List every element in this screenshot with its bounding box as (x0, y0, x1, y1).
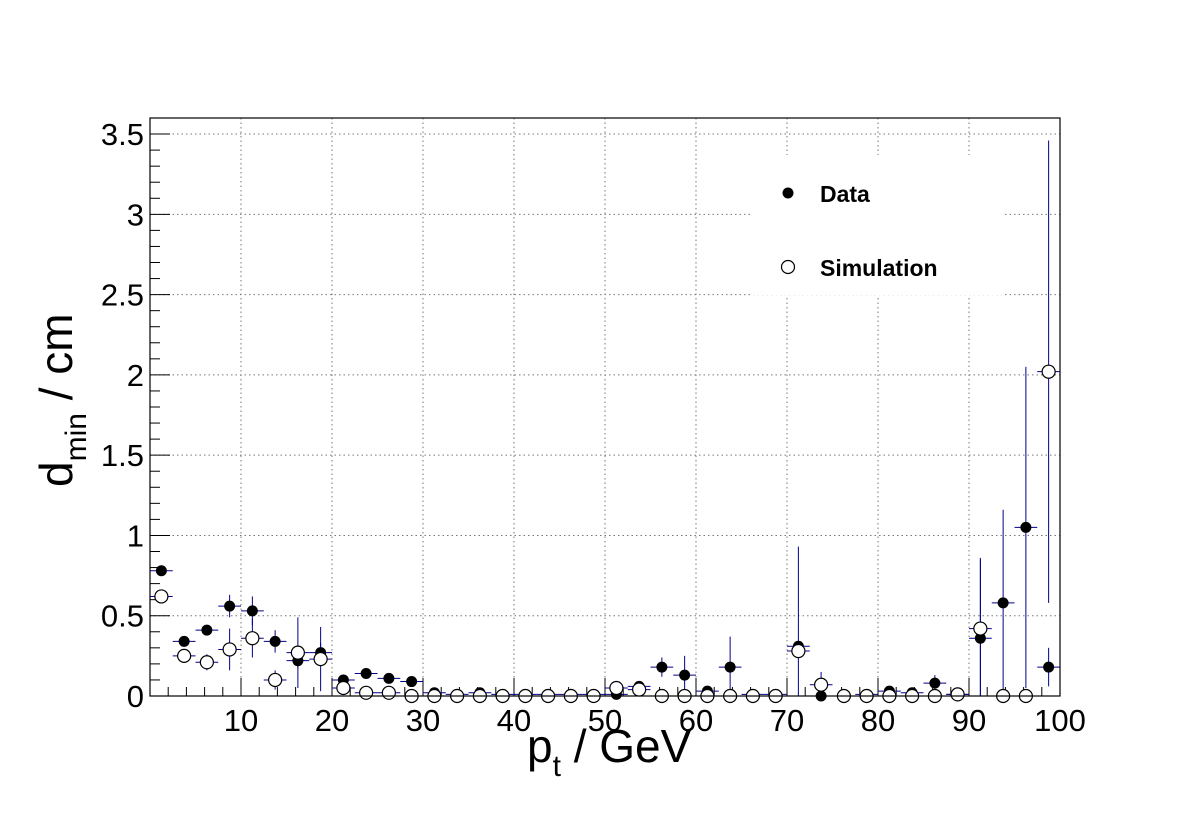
data-point (997, 597, 1009, 609)
simulation-point (199, 655, 214, 670)
y-tick-label: 3.5 (101, 117, 144, 152)
y-tick-label: 2 (127, 358, 144, 393)
tick-labels: 10 20 30 40 50 60 70 80 90 100 0 0.5 1 1.5 2 2.5 3 3.5 (101, 117, 1086, 738)
simulation-point (222, 642, 237, 657)
x-axis-title-main: p (527, 720, 553, 772)
simulation-point (973, 621, 988, 636)
x-tick-label: 60 (679, 703, 713, 738)
simulation-point (381, 685, 396, 700)
x-tick-label: 50 (588, 703, 622, 738)
y-tick-label: 1.5 (101, 438, 144, 473)
data-point (246, 605, 258, 617)
simulation-point (268, 672, 283, 688)
x-tick-label: 80 (861, 703, 895, 738)
data-point (406, 676, 418, 688)
simulation-point (791, 643, 806, 659)
y-tick-label: 0 (127, 679, 144, 714)
data-point (269, 635, 281, 647)
x-axis-title-rest: / GeV (561, 720, 692, 772)
x-tick-label: 30 (406, 703, 440, 738)
simulation-point (177, 648, 192, 663)
data-point (360, 668, 372, 680)
legend-label-simulation: Simulation (820, 255, 938, 281)
data-markers (154, 364, 1056, 704)
data-point (155, 565, 167, 577)
data-point (201, 624, 213, 636)
plot-frame (149, 117, 1061, 697)
simulation-point (290, 645, 305, 660)
legend-marker-data (782, 187, 794, 199)
data-point (1020, 521, 1032, 533)
data-point (1043, 661, 1055, 673)
x-tick-label: 90 (952, 703, 986, 738)
data-point (383, 672, 395, 684)
data-point (224, 600, 236, 612)
legend-box (752, 155, 1004, 295)
simulation-point (359, 685, 374, 700)
y-axis-title-sub: min (60, 413, 93, 461)
grid (150, 118, 1060, 696)
data-point (178, 635, 190, 647)
x-tick-label: 20 (315, 703, 349, 738)
y-tick-label: 3 (127, 197, 144, 232)
x-axis-title-sub: t (553, 750, 562, 783)
x-tick-label: 40 (497, 703, 531, 738)
legend-marker-simulation (780, 259, 796, 275)
x-axis-title: pt / GeV (527, 720, 692, 783)
simulation-point (632, 682, 647, 697)
data-point (656, 661, 668, 673)
simulation-point (950, 687, 965, 702)
simulation-point (313, 651, 328, 667)
y-tick-label: 1 (127, 518, 144, 553)
simulation-point (336, 680, 351, 696)
x-tick-label: 100 (1034, 703, 1086, 738)
simulation-point (245, 631, 260, 646)
data-point (929, 677, 941, 689)
x-tick-label: 70 (770, 703, 804, 738)
simulation-point (609, 680, 624, 696)
x-tick-label: 10 (224, 703, 258, 738)
data-point (974, 632, 986, 644)
y-axis-title: dmin / cm (30, 313, 93, 487)
simulation-point (154, 589, 169, 604)
data-point (679, 669, 691, 681)
y-tick-label: 2.5 (101, 278, 144, 313)
y-axis-title-rest: / cm (30, 313, 82, 413)
simulation-point (1041, 364, 1056, 379)
data-point (724, 661, 736, 673)
y-tick-label: 0.5 (101, 599, 144, 634)
legend: Data Simulation (752, 155, 1004, 295)
legend-label-data: Data (820, 181, 870, 207)
y-axis-title-main: d (30, 461, 82, 487)
simulation-point (814, 677, 829, 692)
